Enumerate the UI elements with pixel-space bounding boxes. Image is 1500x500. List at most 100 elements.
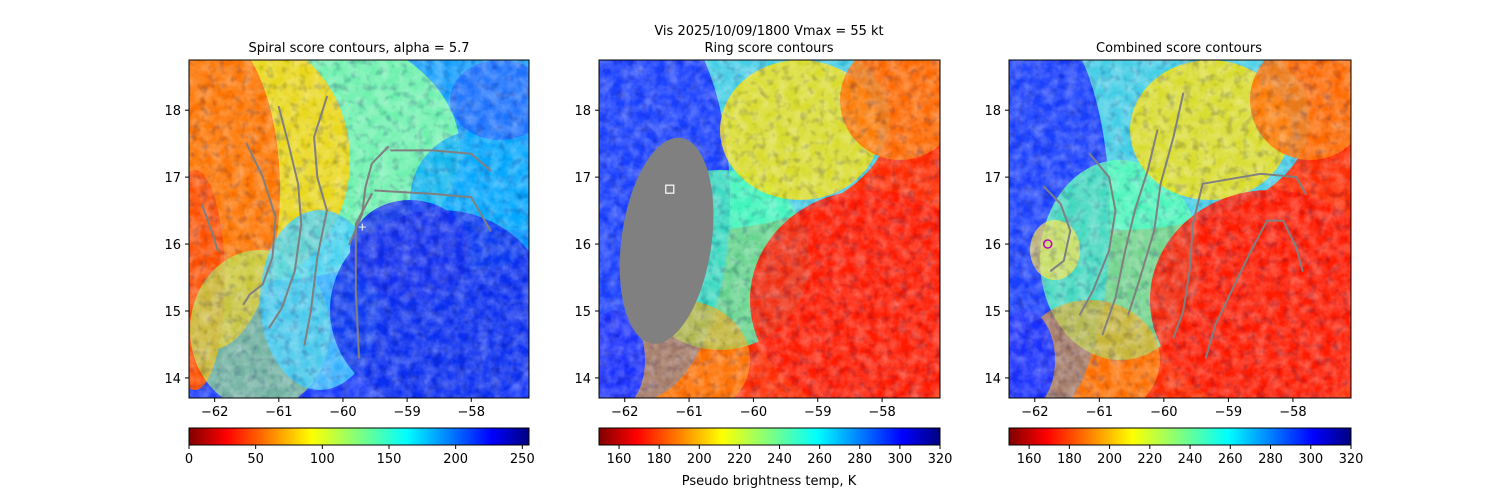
y-tick-label: 16 xyxy=(164,238,181,253)
y-tick-label: 17 xyxy=(164,171,181,186)
panel-spiral-frame xyxy=(188,59,530,399)
score-contour-line xyxy=(1201,172,1307,195)
colorbar-tick-label: 260 xyxy=(1218,452,1243,467)
colorbar-tick-label: 250 xyxy=(510,452,535,467)
colorbar-tick-label: 160 xyxy=(1017,452,1042,467)
colorbar-tick-label: 320 xyxy=(1339,452,1364,467)
colorbar-tick-label: 240 xyxy=(1178,452,1203,467)
score-contour-line xyxy=(390,149,492,172)
panel-combined-colorbar xyxy=(1008,427,1352,446)
colorbar-tick-label: 50 xyxy=(247,452,264,467)
panel-ring-score-region xyxy=(619,137,714,344)
panel-ring-colorbar-ticks: 160 180 200 220 240 260 280 300 320 xyxy=(607,445,953,467)
panel-spiral-colorbar-ticks: 0 50 100 150 200 250 xyxy=(185,445,535,467)
x-tick-label: −61 xyxy=(265,405,292,420)
x-tick-label: −60 xyxy=(740,405,767,420)
panel-ring-image xyxy=(599,60,940,398)
score-contour-line xyxy=(242,142,277,306)
x-tick-label: −62 xyxy=(611,405,638,420)
colorbar-tick-label: 220 xyxy=(727,452,752,467)
score-contour-line xyxy=(1204,219,1269,359)
colorbar-tick-label: 150 xyxy=(377,452,402,467)
x-tick-label: −59 xyxy=(393,405,420,420)
x-tick-label: −60 xyxy=(1150,405,1177,420)
score-contour-line xyxy=(1043,186,1072,272)
panel-spiral-title: Spiral score contours, alpha = 5.7 xyxy=(248,41,469,56)
score-contour-line xyxy=(354,192,373,359)
x-tick-label: −61 xyxy=(675,405,702,420)
score-contour-line xyxy=(374,189,492,232)
panel-combined: Combined score contours −62 −61 −60 −59 −58 1… xyxy=(984,41,1364,467)
x-tick-label: −58 xyxy=(1279,405,1306,420)
panel-combined-frame xyxy=(1008,59,1352,399)
panel-combined-center-marker xyxy=(1042,239,1053,249)
panel-ring-frame xyxy=(598,59,941,399)
x-tick-label: −58 xyxy=(868,405,895,420)
x-tick-label: −58 xyxy=(458,405,485,420)
score-contour-line xyxy=(1079,152,1117,316)
colorbar-tick-label: 0 xyxy=(185,452,193,467)
colorbar-tick-label: 240 xyxy=(767,452,792,467)
x-tick-label: −59 xyxy=(804,405,831,420)
score-contour-line xyxy=(200,202,219,252)
x-tick-label: −61 xyxy=(1086,405,1113,420)
panel-ring-title: Ring score contours xyxy=(704,41,833,56)
x-tick-label: −62 xyxy=(1021,405,1048,420)
panel-spiral-axes: −62 −61 −60 −59 −58 14 15 16 17 18 xyxy=(164,104,485,420)
y-tick-label: 18 xyxy=(164,104,181,119)
panel-ring-center-marker xyxy=(665,184,675,194)
panel-combined-axes: −62 −61 −60 −59 −58 14 15 16 17 18 xyxy=(984,104,1306,420)
x-tick-label: −60 xyxy=(329,405,356,420)
y-tick-label: 15 xyxy=(164,305,181,320)
y-tick-label: 14 xyxy=(574,372,591,387)
colorbar-tick-label: 160 xyxy=(607,452,632,467)
y-tick-label: 18 xyxy=(984,104,1001,119)
score-contour-line xyxy=(303,95,328,346)
y-tick-label: 14 xyxy=(164,372,181,387)
panel-spiral-center-marker: + xyxy=(358,220,367,233)
y-tick-label: 17 xyxy=(984,171,1001,186)
y-tick-label: 16 xyxy=(984,238,1001,253)
x-tick-label: −62 xyxy=(201,405,228,420)
colorbar-tick-label: 200 xyxy=(1097,452,1122,467)
colorbar-tick-label: 180 xyxy=(647,452,672,467)
y-tick-label: 16 xyxy=(574,238,591,253)
colorbar-tick-label: 200 xyxy=(443,452,468,467)
panel-combined-colorbar-ticks: 160 180 200 220 240 260 280 300 320 xyxy=(1017,445,1364,467)
panel-spiral-image: + xyxy=(189,60,529,398)
colorbar-tick-label: 260 xyxy=(807,452,832,467)
score-contour-line xyxy=(268,105,303,329)
y-tick-label: 17 xyxy=(574,171,591,186)
panel-spiral-contours xyxy=(200,95,492,359)
panel-spiral-colorbar xyxy=(188,427,530,446)
score-contour-line xyxy=(1266,219,1304,272)
figure-suptitle: Vis 2025/10/09/1800 Vmax = 55 kt xyxy=(654,24,883,39)
score-contour-line xyxy=(1101,129,1159,336)
score-contour-line xyxy=(1127,92,1185,316)
panel-ring: Ring score contours −62 −61 −60 −59 −58 14 15 1… xyxy=(574,41,953,489)
colorbar-tick-label: 100 xyxy=(310,452,335,467)
panel-ring-colorbar xyxy=(598,427,941,446)
panel-combined-contours xyxy=(1043,92,1307,359)
colorbar-tick-label: 300 xyxy=(887,452,912,467)
score-contour-line xyxy=(1172,182,1204,339)
y-tick-label: 18 xyxy=(574,104,591,119)
colorbar-tick-label: 280 xyxy=(847,452,872,467)
colorbar-tick-label: 280 xyxy=(1258,452,1283,467)
score-contour-line xyxy=(348,146,389,246)
panel-combined-image xyxy=(1009,60,1351,398)
colorbar-tick-label: 200 xyxy=(687,452,712,467)
panel-ring-axes: −62 −61 −60 −59 −58 14 15 16 17 18 xyxy=(574,104,895,420)
y-tick-label: 15 xyxy=(574,305,591,320)
x-tick-label: −59 xyxy=(1215,405,1242,420)
panel-ring-colorbar-label: Pseudo brightness temp, K xyxy=(682,474,857,489)
colorbar-tick-label: 320 xyxy=(928,452,953,467)
panel-spiral: Spiral score contours, alpha = 5.7 + −62… xyxy=(164,41,535,467)
colorbar-tick-label: 300 xyxy=(1298,452,1323,467)
y-tick-label: 15 xyxy=(984,305,1001,320)
colorbar-tick-label: 180 xyxy=(1057,452,1082,467)
y-tick-label: 14 xyxy=(984,372,1001,387)
colorbar-tick-label: 220 xyxy=(1137,452,1162,467)
panel-combined-title: Combined score contours xyxy=(1096,41,1262,56)
